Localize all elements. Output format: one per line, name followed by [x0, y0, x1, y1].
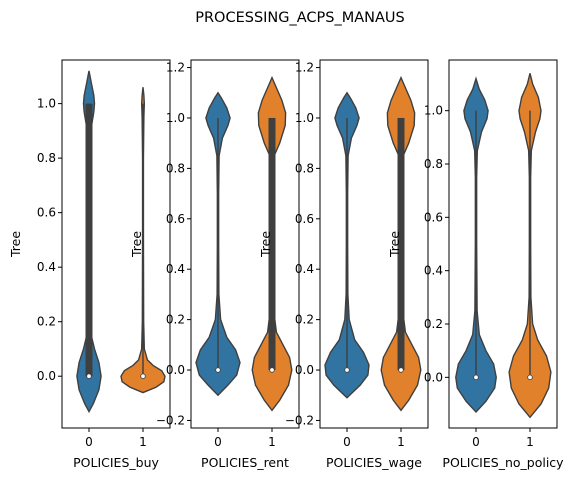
x-tick-label: 0 — [343, 435, 351, 449]
y-tick-label: 1.0 — [166, 111, 185, 125]
violin-median-1 — [140, 373, 146, 379]
x-tick-label: 1 — [139, 435, 147, 449]
axes-frame — [61, 59, 171, 429]
y-tick-label: 1.2 — [295, 61, 314, 75]
y-tick-label: 0.0 — [295, 363, 314, 377]
y-tick-label: 1.0 — [295, 111, 314, 125]
y-axis-label: Tree — [258, 231, 273, 258]
violin-iqr-box-1 — [397, 117, 405, 371]
y-tick-label: 0.8 — [424, 157, 443, 171]
x-tick-label: 0 — [472, 435, 480, 449]
subplot-1: 0.0 0.2 0.4 0.6 0.8 1.0 0 1 POLICIES_buy Tree — [8, 59, 171, 470]
x-axis-label: POLICIES_wage — [326, 455, 422, 470]
subplot-4: 0.0 0.2 0.4 0.6 0.8 1.0 0 1 POLICIES_no_policy Tr… — [387, 59, 564, 470]
y-tick-label: 0.0 — [37, 369, 56, 383]
subplot-3: −0.2 0.0 0.2 0.4 0.6 0.8 1.0 1.2 0 1 POLICIES_wage… — [258, 59, 429, 470]
y-tick-label: 0.4 — [166, 262, 185, 276]
x-tick-label: 1 — [397, 435, 405, 449]
y-tick-label: 0.4 — [295, 262, 314, 276]
subplot-2: −0.2 0.0 0.2 0.4 0.6 0.8 1.0 1.2 0 1 POLICIES_rent… — [129, 59, 300, 470]
violin-median-0 — [86, 373, 92, 379]
violin-median-0 — [344, 367, 350, 373]
y-tick-label: 0.2 — [37, 315, 56, 329]
y-tick-label: 0.6 — [166, 212, 185, 226]
violin-median-0 — [215, 367, 221, 373]
y-tick-label: 0.6 — [424, 210, 443, 224]
y-tick-label: 0.8 — [166, 161, 185, 175]
axes-frame — [190, 59, 300, 429]
x-tick-label: 0 — [214, 435, 222, 449]
y-tick-label: 0.6 — [295, 212, 314, 226]
y-tick-label: −0.2 — [285, 413, 314, 427]
violin-median-1 — [269, 367, 275, 373]
violin-median-0 — [473, 374, 479, 381]
y-axis-label: Tree — [8, 231, 23, 258]
y-tick-label: 0.2 — [166, 313, 185, 327]
y-tick-label: 1.0 — [37, 97, 56, 111]
y-tick-label: 0.4 — [37, 260, 56, 274]
x-tick-label: 0 — [85, 435, 93, 449]
x-axis-label: POLICIES_no_policy — [442, 455, 564, 470]
y-tick-label: −0.2 — [156, 413, 185, 427]
x-tick-label: 1 — [268, 435, 276, 449]
figure-title: PROCESSING_ACPS_MANAUS — [195, 10, 405, 26]
y-tick-label: 0.8 — [295, 161, 314, 175]
axes-frame — [448, 59, 558, 429]
y-tick-label: 0.8 — [37, 151, 56, 165]
x-axis-label: POLICIES_rent — [201, 455, 289, 470]
y-tick-label: 0.0 — [424, 370, 443, 384]
y-tick-label: 0.2 — [295, 313, 314, 327]
violin-iqr-box-1 — [268, 117, 276, 371]
y-tick-label: 0.4 — [424, 264, 443, 278]
violin-median-1 — [527, 374, 533, 381]
y-tick-label: 0.6 — [37, 206, 56, 220]
x-tick-label: 1 — [526, 435, 534, 449]
y-tick-label: 0.2 — [424, 317, 443, 331]
y-axis-label: Tree — [129, 231, 144, 258]
y-axis-label: Tree — [387, 231, 402, 258]
violin-median-1 — [398, 367, 404, 373]
violin-iqr-box-0 — [85, 103, 93, 377]
y-tick-label: 1.0 — [424, 104, 443, 118]
axes-frame — [319, 59, 429, 429]
x-axis-label: POLICIES_buy — [73, 455, 159, 470]
y-tick-label: 0.0 — [166, 363, 185, 377]
y-tick-label: 1.2 — [166, 61, 185, 75]
